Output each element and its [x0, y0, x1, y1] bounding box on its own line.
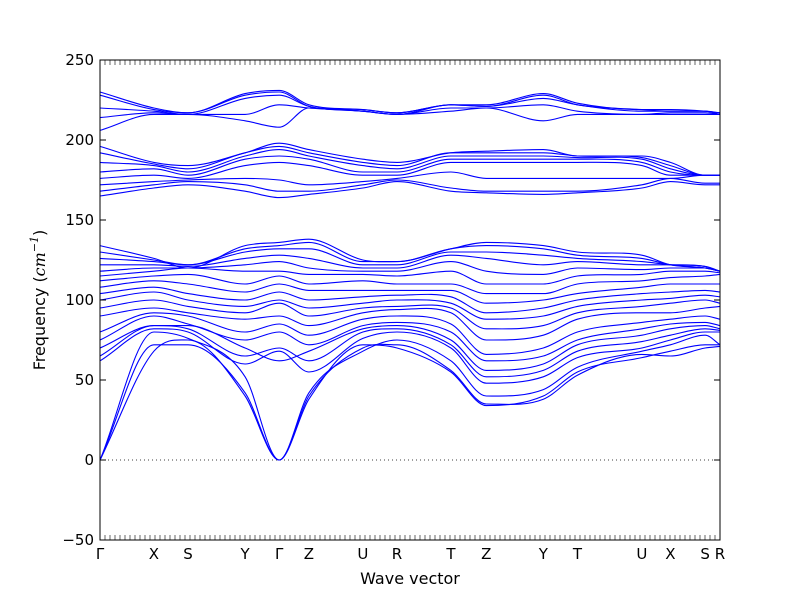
y-tick-label: 100 [65, 291, 94, 309]
band-line-33 [99, 89, 721, 114]
y-tick-label: 250 [65, 51, 94, 69]
band-line-23 [99, 171, 720, 186]
band-line-22 [99, 177, 720, 192]
y-axis-label-text: Frequency ( [30, 276, 49, 370]
band-line-30 [99, 104, 721, 119]
band-line-28 [99, 142, 720, 176]
band-line-15 [99, 267, 721, 285]
y-tick-label: 200 [65, 131, 94, 149]
y-tick-label: 0 [84, 451, 94, 469]
x-tick-label: Γ [275, 545, 284, 563]
x-tick-label: X [149, 545, 159, 563]
x-axis-label: Wave vector [360, 569, 460, 588]
y-tick-label: 50 [75, 371, 94, 389]
x-tick-label: X [665, 545, 675, 563]
band-line-16 [99, 261, 721, 275]
band-line-26 [99, 149, 720, 176]
y-tick-label: −50 [62, 531, 94, 549]
x-tick-label: R [392, 545, 402, 563]
band-line-10 [99, 299, 721, 330]
band-line-29 [99, 107, 720, 131]
x-tick-label: T [445, 545, 456, 563]
band-line-14 [99, 273, 721, 295]
band-line-17 [100, 254, 721, 272]
y-axis-label-unit: cm [30, 252, 49, 276]
x-tick-label: Z [481, 545, 491, 563]
band-line-5 [99, 325, 721, 378]
band-line-18 [99, 248, 721, 272]
band-line-3 [99, 331, 721, 461]
x-tick-label: U [636, 545, 647, 563]
y-tick-label: 150 [65, 211, 94, 229]
band-line-7 [99, 315, 721, 362]
band-line-20 [99, 238, 721, 272]
band-line-4 [99, 328, 720, 384]
x-tick-label: R [715, 545, 725, 563]
y-axis-label: Frequency (cm−1) [28, 230, 49, 371]
band-lines [99, 89, 721, 461]
band-line-2 [99, 343, 721, 461]
y-axis-ticks: −50 0 50 100 150 200 250 [62, 51, 720, 549]
band-line-13 [99, 280, 720, 304]
x-tick-label: T [572, 545, 583, 563]
y-axis-label-unit-exponent: −1 [28, 236, 41, 252]
x-tick-label: Y [239, 545, 250, 563]
x-tick-label: Γ [96, 545, 105, 563]
y-axis-label-close: ) [30, 230, 49, 236]
band-line-12 [99, 286, 721, 314]
x-tick-label: S [700, 545, 710, 563]
x-tick-label: S [183, 545, 193, 563]
band-line-8 [99, 312, 721, 355]
band-line-11 [99, 291, 721, 320]
band-line-21 [99, 181, 720, 199]
band-line-31 [99, 94, 721, 115]
x-tick-label: Y [538, 545, 549, 563]
band-line-24 [99, 161, 720, 179]
band-line-9 [99, 305, 721, 341]
x-tick-label: Z [304, 545, 314, 563]
x-tick-label: U [357, 545, 368, 563]
band-line-25 [99, 155, 720, 176]
